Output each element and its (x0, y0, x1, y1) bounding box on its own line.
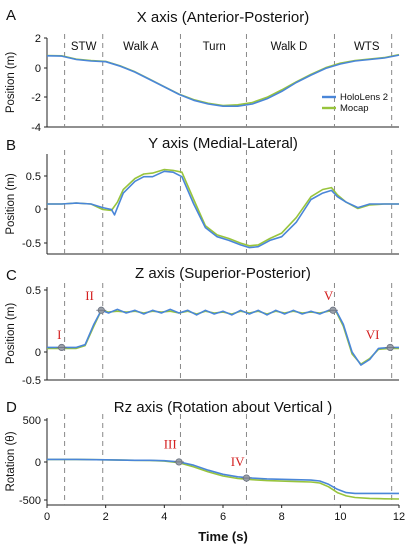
phase-label: Walk D (271, 41, 308, 53)
panel-letter: D (6, 399, 17, 416)
series-line-mocap (47, 309, 399, 365)
x-tick-label: 8 (279, 511, 285, 523)
panel-C: C Z axis (Superior-Posterior) 0.5 0 -0.5 Posi… (5, 265, 399, 387)
y-tick-label: -0.5 (22, 238, 41, 250)
x-tick-label: 4 (161, 511, 167, 523)
x-tick-label: 2 (103, 511, 109, 523)
event-annotation: I (57, 327, 61, 342)
y-tick-label: 0 (35, 63, 41, 75)
event-annotation: VI (366, 327, 380, 342)
phase-label: Turn (203, 41, 226, 53)
phase-label: WTS (354, 41, 380, 53)
y-tick-label: 500 (23, 415, 41, 427)
series-line-hololens-2 (47, 308, 399, 366)
y-tick-label: 0.5 (26, 171, 41, 183)
x-tick-label: 12 (393, 511, 405, 523)
legend-label: HoloLens 2 (340, 92, 388, 103)
y-tick-label: 0 (35, 457, 41, 469)
y-tick-label: -2 (31, 92, 41, 104)
y-tick-label: 2 (35, 33, 41, 45)
panel-A: A X axis (Anterior-Posterior) 2 0 -2 -4 Positi… (5, 7, 400, 134)
panel-B: B Y axis (Medial-Lateral) 0.5 0 -0.5 Position… (5, 135, 399, 255)
y-tick-label: -4 (31, 122, 41, 134)
x-tick-label: 0 (44, 511, 50, 523)
y-axis-label: Position (m) (5, 303, 17, 365)
series-line-hololens-2 (46, 54, 400, 107)
y-axis-label: Rotation (θ) (5, 431, 17, 491)
series-line-hololens-2 (47, 170, 399, 249)
legend-label: Mocap (340, 103, 369, 114)
phase-label: Walk A (123, 41, 159, 53)
series-line-hololens-2 (47, 458, 399, 495)
series-line-mocap (47, 168, 399, 247)
event-annotation: V (324, 288, 334, 303)
phase-label: STW (71, 41, 97, 53)
y-tick-label: 0 (35, 347, 41, 359)
y-tick-label: 0 (35, 204, 41, 216)
panel-title: Y axis (Medial-Lateral) (148, 135, 298, 152)
x-axis-label: Time (s) (198, 529, 248, 544)
y-tick-label: -500 (19, 495, 41, 507)
event-annotation: III (164, 437, 177, 452)
event-annotation: II (85, 288, 94, 303)
panel-title: Rz axis (Rotation about Vertical ) (114, 399, 332, 416)
panel-title: Z axis (Superior-Posterior) (135, 265, 311, 282)
y-tick-label: -0.5 (22, 375, 41, 387)
y-axis-label: Position (m) (5, 173, 17, 235)
panel-title: X axis (Anterior-Posterior) (137, 9, 310, 26)
x-tick-label: 10 (334, 511, 346, 523)
y-tick-label: 0.5 (26, 285, 41, 297)
panel-letter: B (6, 137, 16, 154)
panel-D: D Rz axis (Rotation about Vertical )5000-… (5, 399, 405, 544)
x-tick-label: 6 (220, 511, 226, 523)
event-annotation: IV (231, 454, 245, 469)
panel-letter: C (6, 267, 17, 284)
panel-letter: A (6, 7, 16, 24)
y-axis-label: Position (m) (5, 52, 17, 114)
